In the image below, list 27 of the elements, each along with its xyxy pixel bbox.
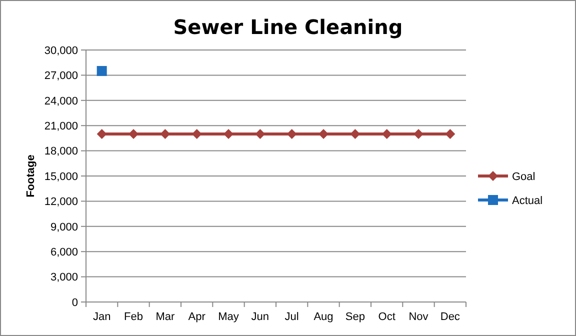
x-tick-label: Apr — [188, 311, 206, 323]
x-tick-label: Dec — [440, 311, 460, 323]
y-tick-label: 27,000 — [44, 70, 78, 82]
legend-label: Actual — [512, 194, 543, 207]
y-axis-title: Footage — [25, 154, 37, 198]
y-tick-label: 24,000 — [44, 95, 78, 108]
x-tick-label: Oct — [378, 311, 396, 323]
x-tick-label: Aug — [314, 311, 334, 323]
y-tick-label: 15,000 — [44, 170, 78, 183]
x-tick-label: Sep — [345, 311, 365, 323]
x-tick-label: Nov — [408, 311, 429, 323]
x-tick-label: Mar — [156, 311, 175, 323]
x-tick-label: Jun — [251, 311, 270, 323]
y-tick-label: 12,000 — [44, 196, 78, 208]
y-tick-label: 3,000 — [50, 272, 78, 284]
y-tick-label: 9,000 — [50, 221, 78, 234]
y-tick-label: 0 — [72, 296, 78, 309]
y-tick-label: 30,000 — [44, 44, 78, 57]
y-tick-label: 6,000 — [50, 246, 78, 258]
y-tick-label: 18,000 — [44, 146, 78, 158]
chart-title: Sewer Line Cleaning — [173, 15, 403, 39]
legend-label: Goal — [512, 170, 536, 183]
x-tick-label: Feb — [124, 311, 143, 323]
x-tick-label: May — [218, 311, 240, 323]
x-tick-label: Jan — [92, 311, 111, 323]
y-tick-label: 21,000 — [44, 120, 78, 132]
x-tick-label: Jul — [284, 311, 299, 323]
